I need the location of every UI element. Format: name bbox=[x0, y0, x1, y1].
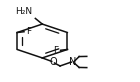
Text: F: F bbox=[53, 46, 59, 55]
Text: N: N bbox=[69, 57, 77, 67]
Text: F: F bbox=[26, 27, 31, 36]
Text: H₂N: H₂N bbox=[15, 7, 32, 16]
Text: O: O bbox=[50, 57, 57, 67]
